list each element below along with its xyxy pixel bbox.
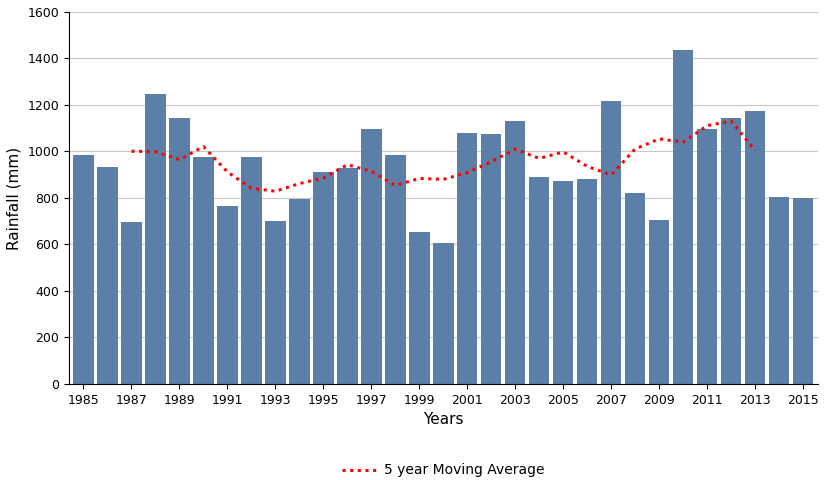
Bar xyxy=(289,199,309,384)
Bar xyxy=(193,157,213,384)
X-axis label: Years: Years xyxy=(423,412,463,427)
Bar xyxy=(624,193,644,384)
Bar xyxy=(145,95,165,384)
Bar xyxy=(265,221,285,384)
Bar xyxy=(313,172,333,384)
Bar xyxy=(74,155,93,384)
Bar xyxy=(97,167,117,384)
Bar xyxy=(744,111,764,384)
Bar xyxy=(169,118,189,384)
Bar xyxy=(552,180,573,384)
Bar xyxy=(672,50,692,384)
Bar xyxy=(217,206,237,384)
Bar xyxy=(600,101,621,384)
Bar xyxy=(504,121,525,384)
Bar xyxy=(457,133,477,384)
Bar xyxy=(433,243,453,384)
Bar xyxy=(241,157,261,384)
Y-axis label: Rainfall (mm): Rainfall (mm) xyxy=(7,146,22,250)
Bar xyxy=(648,220,668,384)
Bar xyxy=(696,130,716,384)
Bar xyxy=(480,134,501,384)
Bar xyxy=(361,130,381,384)
Bar xyxy=(528,177,549,384)
Bar xyxy=(385,155,405,384)
Legend: 5 year Moving Average: 5 year Moving Average xyxy=(337,458,549,480)
Bar xyxy=(576,180,597,384)
Bar xyxy=(121,222,141,384)
Bar xyxy=(337,168,357,384)
Bar xyxy=(720,118,740,384)
Bar xyxy=(768,197,788,384)
Bar xyxy=(792,198,812,384)
Bar xyxy=(409,232,429,384)
